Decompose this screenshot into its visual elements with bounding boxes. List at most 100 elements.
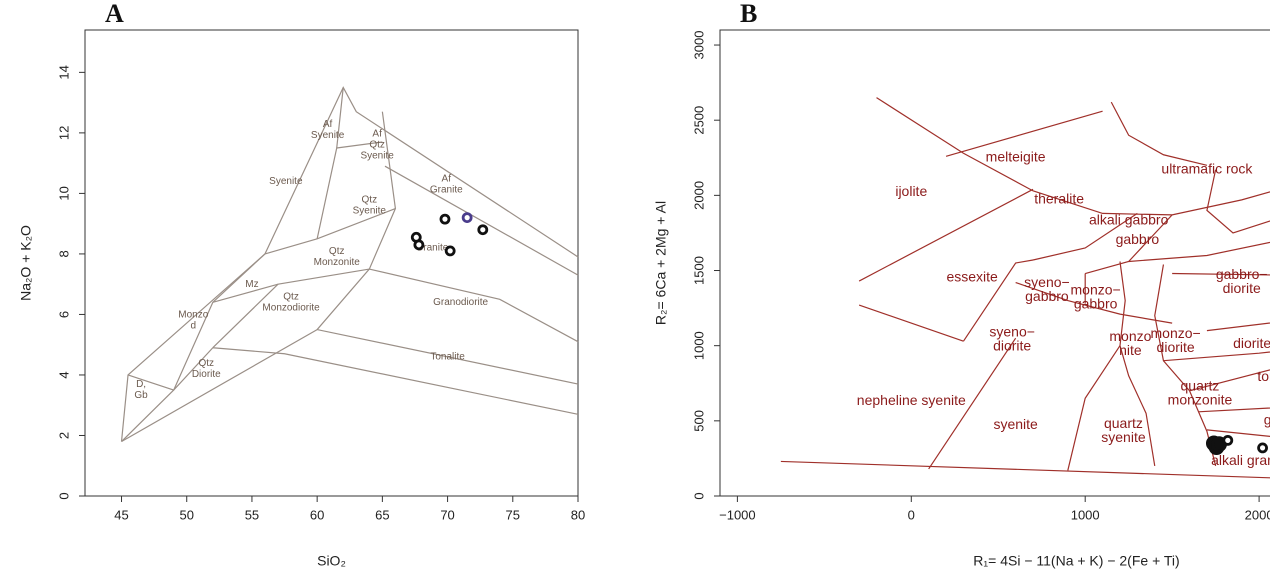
region-label: ultramafic rock (1161, 161, 1253, 177)
region-label: Qtz (329, 246, 345, 257)
field-boundary (1163, 351, 1270, 362)
region-label: Syenite (311, 130, 345, 141)
y-tick-label: 10 (56, 186, 71, 200)
field-boundary (1015, 281, 1173, 324)
field-boundary (1067, 345, 1121, 471)
region-label: Qtz (199, 358, 215, 369)
region-label: Granodiorite (433, 297, 488, 308)
field-boundary (1206, 169, 1270, 234)
region-label: syenite (993, 416, 1038, 432)
region-label: monzo− (1071, 281, 1121, 297)
field-boundary (316, 111, 397, 330)
field-boundary (858, 188, 1034, 282)
y-tick-label: 0 (691, 492, 706, 499)
region-label: Monzonite (314, 257, 361, 268)
x-tick-label: 80 (571, 507, 585, 522)
region-label: quartz (1104, 415, 1143, 431)
region-label: diorite (1233, 335, 1270, 351)
y-tick-label: 2500 (691, 106, 706, 135)
field-boundary (1206, 429, 1270, 438)
region-label: gabbro (1116, 231, 1160, 247)
region-label: ijolite (895, 183, 927, 199)
field-boundary (1206, 322, 1270, 332)
region-label: Syenite (360, 151, 394, 162)
x-tick-label: 60 (310, 507, 324, 522)
data-point (439, 213, 451, 225)
y-tick-label: 500 (691, 410, 706, 432)
region-label: Diorite (192, 369, 221, 380)
x-tick-label: 55 (245, 507, 259, 522)
region-label: Syenite (269, 176, 303, 187)
y-axis-title: Na₂O + K₂O (18, 225, 34, 301)
field-boundary (316, 87, 344, 239)
plot-frame (84, 29, 579, 497)
region-label: alkali granite (1211, 452, 1270, 468)
x-tick-label: 75 (506, 507, 520, 522)
region-label: Granite (430, 184, 463, 195)
field-boundary (1154, 264, 1217, 467)
x-tick-label: 2000 (1245, 507, 1270, 522)
x-tick-label: −1000 (719, 507, 756, 522)
data-point (444, 245, 456, 257)
y-tick-label: 1000 (691, 331, 706, 360)
y-tick-label: 6 (56, 311, 71, 318)
field-boundary (1119, 261, 1156, 467)
y-tick-label: 8 (56, 250, 71, 257)
region-label: Qtz (369, 140, 385, 151)
x-tick-label: 65 (375, 507, 389, 522)
y-tick-label: 12 (56, 126, 71, 140)
panel-label: B (740, 0, 757, 28)
region-label: gabbro− (1216, 266, 1268, 282)
region-label: D, (136, 379, 146, 390)
field-boundary (1189, 369, 1270, 392)
field-boundary (1198, 407, 1270, 413)
x-tick-label: 70 (440, 507, 454, 522)
x-tick-label: 0 (908, 507, 915, 522)
region-label: Granite (416, 243, 449, 254)
region-label: gabbro (1025, 288, 1069, 304)
region-label: essexite (946, 269, 998, 285)
y-axis-title: R₂= 6Ca + 2Mg + Al (653, 201, 669, 325)
x-axis-title: R₁= 4Si − 11(Na + K) − 2(Fe + Ti) (973, 553, 1179, 569)
field-boundary (928, 337, 1017, 470)
region-label: theralite (1034, 191, 1084, 207)
field-boundary (121, 328, 579, 443)
region-label: tonalite (1257, 368, 1270, 384)
region-label: Tonalite (430, 351, 465, 362)
field-boundary (876, 97, 1270, 216)
y-tick-label: 3000 (691, 31, 706, 60)
field-boundary (1032, 212, 1138, 261)
field-boundary (945, 110, 1103, 157)
field-boundary (336, 141, 383, 149)
field-boundary (1128, 241, 1270, 263)
region-label: syeno− (1024, 274, 1070, 290)
region-label: gabbro (1074, 295, 1118, 311)
field-boundary (384, 165, 579, 276)
panel-label: A (105, 0, 124, 28)
region-label: granite (1264, 412, 1270, 428)
y-tick-label: 2 (56, 432, 71, 439)
region-label: diorite (993, 337, 1031, 353)
region-label: Af (442, 173, 452, 184)
data-point (1257, 442, 1268, 454)
region-label: Qtz (362, 195, 378, 206)
field-boundary (1172, 272, 1270, 276)
region-label: Monzo (178, 310, 208, 321)
y-tick-label: 0 (56, 492, 71, 499)
data-point (1222, 434, 1234, 446)
region-label: Mz (245, 279, 258, 290)
region-label: alkali gabbro (1089, 212, 1169, 228)
x-axis-title: SiO₂ (317, 553, 346, 569)
region-label: diorite (1223, 280, 1261, 296)
region-label: Syenite (353, 206, 387, 217)
field-boundary (780, 460, 1270, 479)
region-label: monzo (1109, 328, 1151, 344)
field-boundary (212, 283, 279, 349)
region-label: nepheline syenite (857, 392, 966, 408)
x-tick-label: 45 (114, 507, 128, 522)
field-boundary (212, 347, 579, 415)
region-label: diorite (1157, 339, 1195, 355)
region-label: melteigite (986, 148, 1046, 164)
field-boundary (858, 304, 964, 342)
